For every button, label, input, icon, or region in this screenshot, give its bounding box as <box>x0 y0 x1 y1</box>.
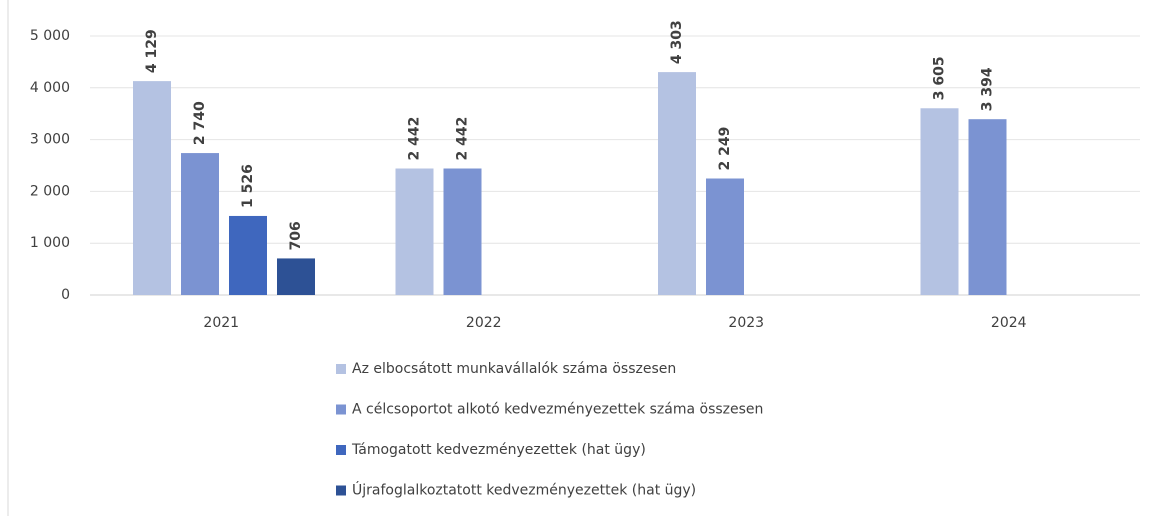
value-label: 4 129 <box>144 29 160 73</box>
legend-swatch <box>336 404 346 415</box>
bar <box>968 119 1007 296</box>
value-label: 3 394 <box>980 67 996 111</box>
legend-label: Az elbocsátott munkavállalók száma össze… <box>352 361 676 377</box>
value-label: 2 442 <box>455 117 471 161</box>
legend-label: Újrafoglalkoztatott kedvezményezettek (h… <box>352 481 696 499</box>
y-tick-label: 1 000 <box>30 235 70 251</box>
y-tick-label: 3 000 <box>30 132 70 148</box>
bar <box>920 108 959 295</box>
value-label: 2 740 <box>192 101 208 145</box>
x-tick-label: 2023 <box>728 315 764 331</box>
value-label: 2 249 <box>717 127 733 171</box>
bar <box>181 153 219 295</box>
legend-swatch <box>336 445 346 455</box>
value-label: 3 605 <box>932 56 948 100</box>
y-tick-label: 5 000 <box>30 28 70 44</box>
bar <box>229 215 267 295</box>
x-tick-label: 2024 <box>991 315 1027 331</box>
legend-label: Támogatott kedvezményezettek (hat ügy) <box>351 442 646 458</box>
bar <box>133 81 171 295</box>
value-label: 4 303 <box>669 20 685 64</box>
bar <box>277 258 315 295</box>
y-tick-label: 2 000 <box>30 183 70 199</box>
value-label: 1 526 <box>240 164 256 208</box>
x-tick-label: 2021 <box>203 315 239 331</box>
y-tick-label: 0 <box>61 287 70 303</box>
bar <box>443 168 482 295</box>
bar <box>706 178 744 295</box>
value-label: 2 442 <box>407 117 423 161</box>
legend-label: A célcsoportot alkotó kedvezményezettek … <box>352 402 763 418</box>
legend-swatch <box>336 485 346 496</box>
x-tick-label: 2022 <box>466 315 502 331</box>
bar <box>658 72 696 295</box>
legend-swatch <box>336 364 346 374</box>
y-tick-label: 4 000 <box>30 80 70 96</box>
value-label: 706 <box>288 221 304 250</box>
bar <box>395 168 434 295</box>
